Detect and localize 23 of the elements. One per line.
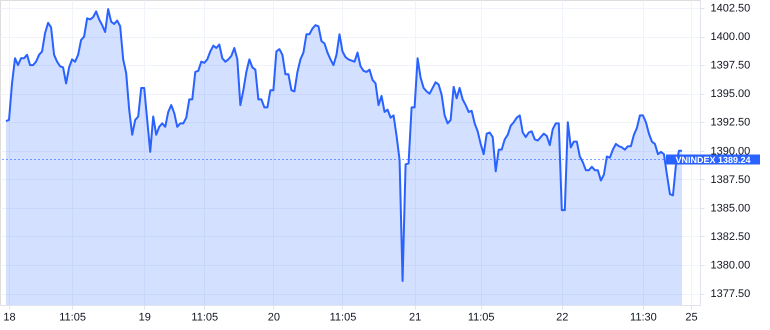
- y-tick-label: 1390.00: [710, 145, 750, 158]
- y-tick-label: 1387.50: [710, 174, 750, 186]
- x-tick-label: 22: [556, 312, 568, 324]
- x-tick-label: 19: [138, 312, 151, 324]
- ref-line-label: VNINDEX 1389.24: [675, 154, 751, 165]
- y-tick-label: 1395.00: [710, 88, 750, 100]
- x-tick-label: 11:30: [630, 312, 657, 324]
- x-tick-label: 11:05: [191, 312, 218, 324]
- y-tick-label: 1402.50: [710, 2, 750, 14]
- x-tick-label: 21: [408, 312, 422, 324]
- x-tick-label: 18: [3, 312, 16, 324]
- x-tick-label: 11:05: [330, 312, 356, 324]
- y-tick-label: 1385.00: [710, 202, 750, 214]
- y-tick-label: 1382.50: [710, 230, 750, 243]
- x-tick-label: 11:05: [468, 312, 495, 324]
- y-tick-label: 1380.00: [710, 260, 750, 272]
- y-tick-label: 1377.50: [710, 288, 750, 300]
- y-tick-label: 1400.00: [710, 31, 750, 44]
- y-tick-label: 1397.50: [710, 60, 750, 72]
- x-tick-label: 25: [685, 312, 698, 324]
- y-tick-label: 1392.50: [710, 116, 750, 129]
- x-tick-label: 11:05: [59, 312, 86, 324]
- x-tick-label: 20: [268, 312, 280, 324]
